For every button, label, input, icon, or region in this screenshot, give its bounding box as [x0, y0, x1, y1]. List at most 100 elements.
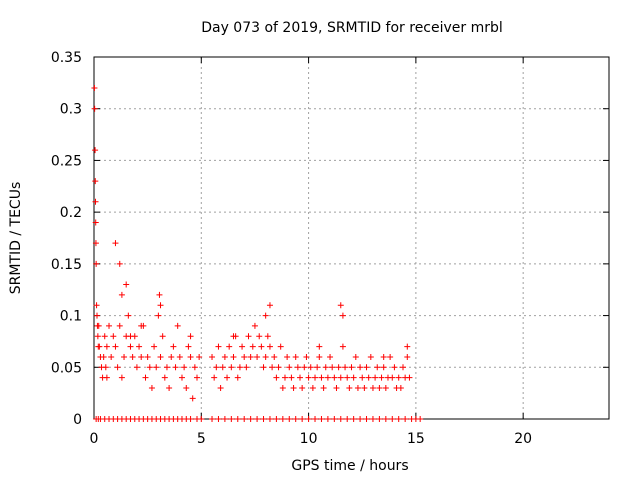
data-point [301, 364, 308, 371]
data-point [241, 416, 248, 422]
data-point [350, 416, 357, 422]
data-point [243, 364, 250, 371]
data-point [245, 333, 252, 340]
x-tick-label: 10 [300, 431, 318, 447]
data-point [327, 353, 334, 360]
data-point [380, 353, 387, 360]
data-point [116, 260, 123, 267]
data-point [230, 353, 237, 360]
data-point [299, 384, 306, 391]
data-point [142, 374, 149, 381]
data-point [92, 147, 99, 154]
data-point [378, 374, 385, 381]
data-point [266, 343, 273, 350]
data-point [363, 364, 370, 371]
data-point [305, 374, 312, 381]
data-point [138, 322, 145, 329]
data-point [94, 333, 101, 340]
data-point [114, 364, 121, 371]
data-point [102, 364, 109, 371]
data-point [101, 333, 108, 340]
data-point [380, 364, 387, 371]
data-point [153, 364, 160, 371]
data-point [262, 312, 269, 319]
data-point [281, 374, 288, 381]
data-point [196, 353, 203, 360]
data-point [294, 364, 301, 371]
data-point [357, 364, 364, 371]
data-points [91, 85, 424, 422]
data-point [247, 416, 254, 422]
data-point [151, 343, 158, 350]
data-point [209, 353, 216, 360]
data-point [299, 416, 306, 422]
data-point [395, 416, 402, 422]
data-point [337, 302, 344, 309]
data-point [146, 364, 153, 371]
data-point [256, 333, 263, 340]
data-point [236, 364, 243, 371]
data-point [404, 353, 411, 360]
data-point [286, 364, 293, 371]
data-point [144, 353, 151, 360]
data-point [372, 374, 379, 381]
data-point [344, 374, 351, 381]
data-point [228, 364, 235, 371]
data-point [346, 384, 353, 391]
x-tick-label: 5 [197, 431, 206, 447]
data-point [359, 374, 366, 381]
data-point [329, 364, 336, 371]
data-point [374, 364, 381, 371]
data-point [198, 416, 205, 422]
data-point [95, 322, 102, 329]
data-point [211, 374, 218, 381]
data-point [339, 343, 346, 350]
y-axis-label: SRMTID / TECUs [8, 182, 24, 295]
data-point [400, 364, 406, 371]
data-point [260, 416, 267, 422]
data-point [247, 353, 254, 360]
data-point [159, 333, 166, 340]
data-point [191, 364, 198, 371]
data-point [217, 384, 224, 391]
data-point [118, 374, 125, 381]
data-point [277, 343, 284, 350]
data-point [112, 240, 119, 247]
data-point [391, 364, 398, 371]
data-point [333, 384, 340, 391]
data-point [161, 374, 168, 381]
data-point [121, 353, 128, 360]
data-point [181, 364, 188, 371]
x-tick-label: 20 [514, 431, 532, 447]
data-point [318, 416, 325, 422]
data-point [92, 178, 99, 185]
x-tick-label: 15 [407, 431, 425, 447]
data-point [234, 374, 241, 381]
data-point [241, 353, 248, 360]
data-point [92, 219, 99, 226]
grid-lines [94, 57, 609, 419]
data-point [213, 364, 220, 371]
data-point [174, 322, 181, 329]
data-point [91, 85, 98, 92]
data-point [292, 416, 299, 422]
data-point [209, 416, 216, 422]
y-tick-label: 0.15 [51, 257, 82, 273]
data-point [103, 343, 110, 350]
data-point [118, 291, 125, 298]
data-point [348, 364, 355, 371]
data-point [314, 364, 321, 371]
data-point [93, 260, 100, 267]
data-point [406, 374, 413, 381]
data-point [303, 353, 310, 360]
data-point [376, 384, 383, 391]
data-point [324, 374, 331, 381]
data-point [221, 353, 228, 360]
data-point [369, 384, 376, 391]
data-point [382, 384, 389, 391]
data-point [251, 322, 258, 329]
data-point [344, 416, 351, 422]
data-point [110, 333, 117, 340]
data-point [369, 416, 376, 422]
